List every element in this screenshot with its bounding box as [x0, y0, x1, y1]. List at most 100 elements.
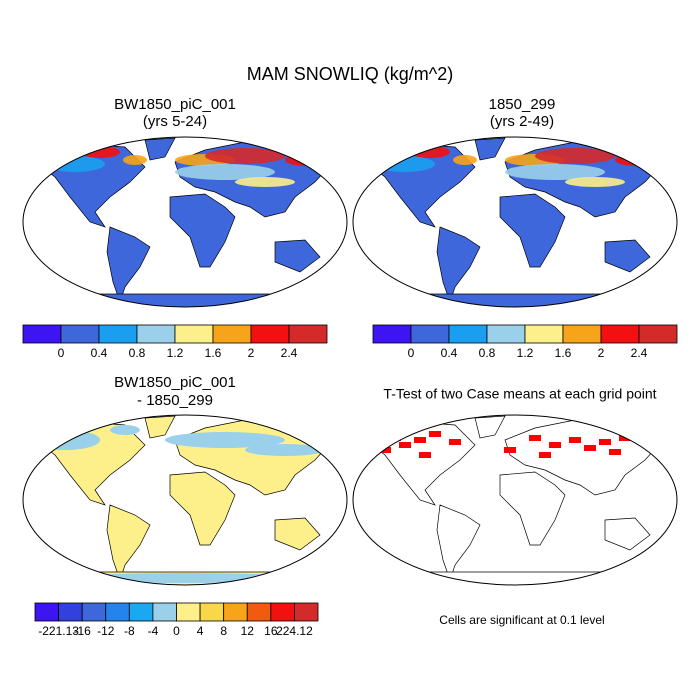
- colorbar-label: 1.6: [555, 346, 572, 360]
- continent: [499, 471, 566, 546]
- colorbar-label: 0.4: [441, 346, 458, 360]
- snow-field: [245, 444, 325, 456]
- continent: [604, 517, 651, 551]
- colorbar-box: [638, 324, 678, 344]
- colorbar-box: [136, 324, 176, 344]
- significant-cells: [504, 447, 516, 453]
- continent: [144, 415, 176, 439]
- significant-cells: [449, 439, 461, 445]
- colorbar-label: -221.13: [38, 624, 79, 638]
- colorbar-box: [60, 324, 100, 344]
- colorbar-label: 1.6: [205, 346, 222, 360]
- significant-cells: [419, 452, 431, 458]
- significant-cells: [569, 437, 581, 443]
- colorbar-box: [448, 324, 488, 344]
- map-border: [22, 136, 348, 308]
- colorbar-box: [372, 324, 412, 344]
- snow-field: [110, 425, 140, 435]
- colorbar-label: -8: [124, 624, 135, 638]
- snow-field: [453, 155, 477, 165]
- panel-subtitle: (yrs 2-49): [490, 113, 554, 130]
- colorbar-box: [152, 602, 177, 622]
- colorbar-label: 2.4: [281, 346, 298, 360]
- colorbar-label: 1.2: [167, 346, 184, 360]
- panel-subtitle: - 1850_299: [137, 392, 213, 409]
- colorbar-label: -12: [97, 624, 115, 638]
- colorbar-label: 16: [264, 624, 278, 638]
- colorbar-box: [81, 602, 107, 622]
- significant-cells: [584, 445, 596, 451]
- continent: [474, 415, 506, 439]
- significant-cells: [609, 449, 621, 455]
- colorbar-box: [223, 602, 248, 622]
- continent: [499, 193, 566, 268]
- colorbar-box: [174, 324, 214, 344]
- colorbar-box: [58, 602, 83, 622]
- colorbar-box: [34, 602, 59, 622]
- continent: [604, 239, 651, 273]
- colorbar-box: [212, 324, 252, 344]
- colorbar-label: -4: [148, 624, 159, 638]
- continent: [106, 226, 151, 304]
- continent: [274, 239, 321, 273]
- continent: [436, 504, 481, 582]
- colorbar-label: 2: [598, 346, 605, 360]
- snow-field: [235, 177, 295, 187]
- colorbar-label: 8: [220, 624, 227, 638]
- colorbar-box: [486, 324, 526, 344]
- map-border: [352, 414, 678, 586]
- map-border: [352, 136, 678, 308]
- panel-title: 1850_299: [489, 96, 556, 113]
- colorbar-box: [98, 324, 138, 344]
- panel-title: BW1850_piC_001: [114, 96, 236, 113]
- significant-cells: [599, 439, 611, 445]
- significant-cells: [379, 447, 391, 453]
- colorbar-box: [410, 324, 450, 344]
- colorbar-box: [22, 324, 62, 344]
- colorbar-label: 0.4: [91, 346, 108, 360]
- colorbar-box: [524, 324, 564, 344]
- continent: [144, 137, 176, 161]
- colorbar-label: 2.4: [631, 346, 648, 360]
- note: Cells are significant at 0.1 level: [439, 613, 604, 627]
- significant-cells: [399, 442, 411, 448]
- panel-subtitle: (yrs 5-24): [143, 113, 207, 130]
- colorbar-box: [199, 602, 225, 622]
- colorbar-box: [246, 602, 272, 622]
- continent: [436, 226, 481, 304]
- colorbar-box: [600, 324, 640, 344]
- colorbar-label: 0: [58, 346, 65, 360]
- colorbar-label: 1.2: [517, 346, 534, 360]
- snow-field: [165, 432, 285, 448]
- significant-cells: [414, 437, 426, 443]
- figure-title: MAM SNOWLIQ (kg/m^2): [247, 64, 453, 84]
- colorbar-label: 4: [197, 624, 204, 638]
- colorbar-box: [562, 324, 602, 344]
- colorbar-box: [176, 602, 201, 622]
- significant-cells: [429, 431, 441, 437]
- continent: [274, 517, 321, 551]
- colorbar-box: [288, 324, 328, 344]
- significant-cells: [549, 442, 561, 448]
- significant-cells: [529, 435, 541, 441]
- colorbar-label: 0.8: [129, 346, 146, 360]
- continent: [106, 504, 151, 582]
- colorbar-label: 0: [408, 346, 415, 360]
- colorbar-label: 2: [248, 346, 255, 360]
- colorbar-label: 0.8: [479, 346, 496, 360]
- snow-field: [535, 148, 615, 164]
- colorbar-label: -16: [73, 624, 91, 638]
- colorbar-label: 224.12: [276, 624, 313, 638]
- significant-cells: [539, 452, 551, 458]
- snow-field: [565, 177, 625, 187]
- snow-field: [175, 164, 275, 180]
- colorbar-box: [128, 602, 154, 622]
- snow-field: [205, 148, 285, 164]
- snow-field: [123, 155, 147, 165]
- colorbar-label: 12: [241, 624, 255, 638]
- continent: [474, 137, 506, 161]
- colorbar-label: 0: [173, 624, 180, 638]
- continent: [169, 471, 236, 546]
